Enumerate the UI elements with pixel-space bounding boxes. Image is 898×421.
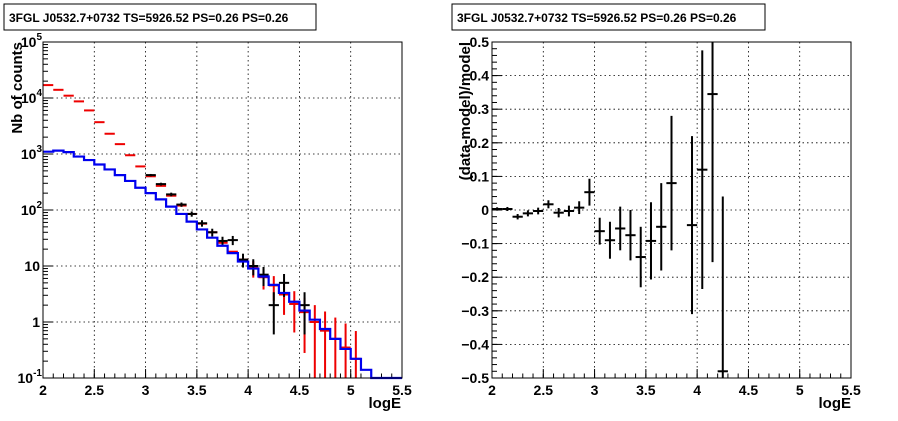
residual-title: 3FGL J0532.7+0732 TS=5926.52 PS=0.26 PS=…: [457, 11, 737, 25]
counts-y-tick-label: 103: [21, 144, 43, 162]
residual-y-tick-label: −0.2: [461, 269, 489, 285]
residual-y-tick-label: 0.1: [470, 168, 490, 184]
counts-x-tick-label: 5: [347, 382, 355, 398]
residual-y-tick-label: −0.5: [461, 370, 489, 386]
residual-plot-frame: [491, 41, 852, 379]
counts-x-tick-label: 3.5: [187, 382, 207, 398]
residual-y-axis-label: (data-model)/model: [457, 42, 474, 180]
counts-y-axis-label: Nb of counts: [9, 42, 26, 134]
counts-x-tick-label: 3: [142, 382, 150, 398]
residual-y-tick-label: −0.1: [461, 236, 489, 252]
blue-model-histogram: [43, 149, 402, 380]
counts-x-tick-label: 4.5: [290, 382, 310, 398]
residual-y-tick-label: 0.5: [470, 34, 490, 50]
counts-plot-frame: [42, 41, 403, 379]
counts-x-tick-label: 5.5: [392, 382, 412, 398]
residual-x-tick-label: 2.5: [534, 382, 554, 398]
counts-y-tick-label: 10: [24, 258, 40, 274]
counts-y-tick-label: 1: [32, 314, 40, 330]
counts-x-axis-label: logE: [369, 395, 402, 412]
residual-y-tick-label: 0.2: [470, 135, 490, 151]
residual-x-tick-label: 3.5: [636, 382, 656, 398]
residual-x-axis-label: logE: [819, 395, 852, 412]
residual-title-box: [451, 3, 766, 31]
counts-title: 3FGL J0532.7+0732 TS=5926.52 PS=0.26 PS=…: [9, 11, 289, 25]
counts-title-box: [3, 3, 317, 31]
counts-x-tick-label: 2: [39, 382, 47, 398]
residual-y-tick-label: 0: [481, 202, 489, 218]
counts-x-tick-label: 2.5: [85, 382, 105, 398]
residual-x-tick-label: 4: [693, 382, 701, 398]
residual-panel: 3FGL J0532.7+0732 TS=5926.52 PS=0.26 PS=…: [451, 3, 861, 412]
counts-y-tick-label: 102: [21, 200, 43, 218]
residual-y-tick-label: −0.3: [461, 303, 489, 319]
counts-panel: 3FGL J0532.7+0732 TS=5926.52 PS=0.26 PS=…: [3, 3, 412, 412]
residual-x-tick-label: 2: [488, 382, 496, 398]
residual-y-tick-label: −0.4: [461, 336, 489, 352]
residual-x-tick-label: 3: [591, 382, 599, 398]
residual-x-tick-label: 5: [796, 382, 804, 398]
residual-y-tick-label: 0.4: [470, 68, 490, 84]
residual-x-tick-label: 4.5: [739, 382, 759, 398]
residual-x-tick-label: 5.5: [841, 382, 861, 398]
residual-y-tick-label: 0.3: [470, 101, 490, 117]
counts-x-tick-label: 4: [244, 382, 252, 398]
